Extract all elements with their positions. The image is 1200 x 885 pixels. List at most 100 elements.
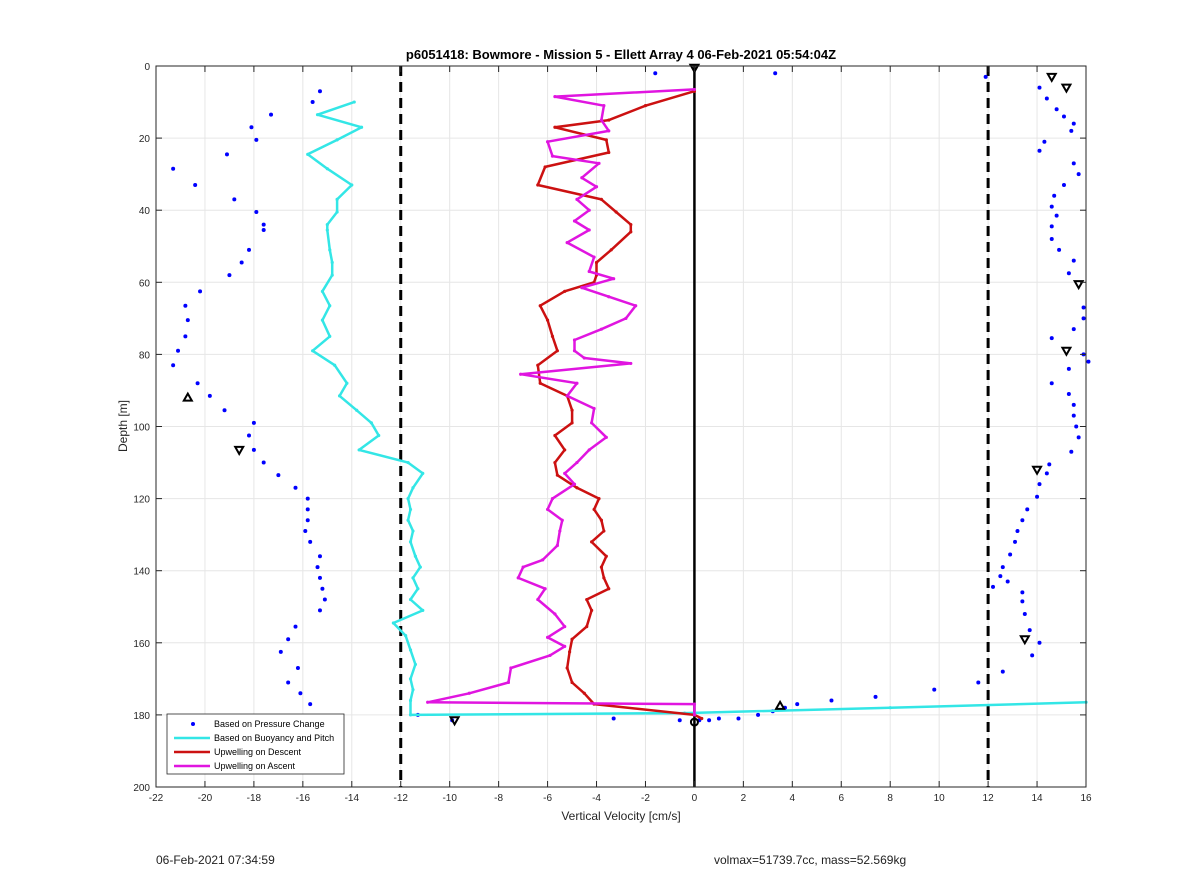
point-based-on-pressure-change	[1071, 258, 1076, 263]
point-based-on-buoyancy-and-pitch	[421, 608, 425, 612]
point-upwelling-on-descent	[592, 507, 596, 512]
x-tick-label: 8	[887, 793, 893, 804]
point-based-on-pressure-change	[317, 575, 322, 580]
point-based-on-pressure-change	[305, 496, 310, 501]
point-based-on-buoyancy-and-pitch	[315, 113, 320, 117]
series-line-upwelling-on-ascent	[426, 88, 696, 715]
point-upwelling-on-descent	[590, 540, 594, 544]
point-based-on-pressure-change	[1054, 213, 1059, 218]
point-based-on-pressure-change	[1015, 529, 1020, 534]
x-tick-label: -16	[296, 793, 311, 804]
point-based-on-pressure-change	[171, 363, 176, 368]
marker-triangle	[1072, 280, 1085, 291]
point-based-on-buoyancy-and-pitch	[306, 152, 310, 156]
point-based-on-pressure-change	[991, 584, 995, 589]
point-based-on-pressure-change	[1071, 121, 1076, 126]
point-based-on-pressure-change	[983, 74, 988, 79]
point-based-on-pressure-change	[1061, 182, 1066, 187]
point-based-on-pressure-change	[247, 247, 251, 252]
point-based-on-pressure-change	[829, 698, 834, 703]
point-based-on-pressure-change	[707, 718, 712, 723]
point-based-on-pressure-change	[1071, 327, 1076, 332]
point-based-on-pressure-change	[1074, 424, 1079, 429]
point-upwelling-on-ascent	[541, 558, 545, 562]
x-tick-label: -8	[494, 793, 503, 804]
point-upwelling-on-descent	[585, 624, 589, 629]
point-based-on-pressure-change	[716, 716, 721, 721]
point-based-on-buoyancy-and-pitch	[408, 597, 413, 602]
point-upwelling-on-ascent	[594, 185, 599, 189]
point-based-on-pressure-change	[185, 318, 190, 323]
point-based-on-pressure-change	[1076, 435, 1081, 440]
point-upwelling-on-ascent	[599, 327, 604, 331]
point-based-on-buoyancy-and-pitch	[406, 497, 410, 501]
point-based-on-pressure-change	[1013, 539, 1018, 544]
point-based-on-pressure-change	[1076, 172, 1081, 177]
point-upwelling-on-ascent	[692, 713, 697, 717]
point-upwelling-on-descent	[599, 518, 604, 522]
point-upwelling-on-ascent	[467, 691, 471, 695]
point-based-on-pressure-change	[305, 507, 310, 512]
point-upwelling-on-ascent	[553, 95, 557, 99]
y-tick-label: 100	[133, 423, 150, 434]
point-upwelling-on-descent	[585, 597, 589, 602]
point-upwelling-on-ascent	[575, 381, 579, 385]
y-tick-label: 20	[139, 134, 151, 145]
point-based-on-pressure-change	[303, 529, 308, 534]
x-tick-label: -6	[543, 793, 552, 804]
point-upwelling-on-descent	[629, 230, 633, 234]
point-upwelling-on-ascent	[563, 471, 567, 475]
point-based-on-pressure-change	[317, 608, 322, 613]
x-tick-label: 4	[790, 793, 796, 804]
point-based-on-pressure-change	[239, 260, 244, 265]
point-upwelling-on-ascent	[572, 219, 577, 223]
point-upwelling-on-descent	[700, 716, 704, 721]
point-based-on-pressure-change	[1037, 85, 1042, 90]
point-based-on-buoyancy-and-pitch	[335, 210, 339, 214]
point-based-on-pressure-change	[317, 554, 322, 559]
point-upwelling-on-ascent	[612, 277, 616, 281]
y-tick-label: 160	[133, 639, 150, 650]
point-upwelling-on-ascent	[575, 197, 579, 201]
point-based-on-pressure-change	[1049, 237, 1054, 242]
point-based-on-buoyancy-and-pitch	[408, 677, 413, 681]
point-based-on-buoyancy-and-pitch	[413, 554, 418, 558]
point-based-on-pressure-change	[286, 637, 291, 642]
point-based-on-pressure-change	[224, 152, 229, 157]
point-based-on-pressure-change	[1042, 139, 1047, 144]
point-upwelling-on-ascent	[602, 104, 606, 108]
point-based-on-buoyancy-and-pitch	[369, 421, 373, 425]
point-based-on-pressure-change	[293, 485, 298, 490]
series-layer	[171, 63, 1091, 727]
legend-label-based-on-pressure-change: Based on Pressure Change	[214, 719, 325, 729]
point-upwelling-on-descent	[563, 289, 567, 293]
chart-title: p6051418: Bowmore - Mission 5 - Ellett A…	[406, 47, 836, 62]
point-upwelling-on-descent	[536, 363, 540, 367]
point-based-on-pressure-change	[286, 680, 291, 685]
point-upwelling-on-descent	[614, 210, 618, 214]
point-upwelling-on-descent	[570, 680, 574, 685]
point-based-on-pressure-change	[1066, 366, 1071, 371]
point-based-on-pressure-change	[1066, 392, 1071, 397]
point-based-on-pressure-change	[1037, 148, 1042, 153]
point-upwelling-on-descent	[570, 637, 574, 641]
point-based-on-pressure-change	[1000, 565, 1005, 570]
point-based-on-buoyancy-and-pitch	[377, 433, 381, 438]
point-upwelling-on-descent	[538, 381, 542, 385]
point-based-on-pressure-change	[308, 702, 313, 707]
point-based-on-buoyancy-and-pitch	[413, 662, 418, 667]
point-based-on-pressure-change	[1071, 161, 1076, 166]
point-based-on-pressure-change	[295, 666, 300, 671]
point-upwelling-on-descent	[599, 197, 604, 201]
point-based-on-pressure-change	[677, 718, 682, 723]
point-upwelling-on-descent	[538, 304, 542, 308]
point-upwelling-on-ascent	[607, 295, 611, 299]
point-upwelling-on-descent	[607, 150, 611, 155]
point-based-on-pressure-change	[1086, 359, 1091, 364]
x-tick-label: 2	[741, 793, 747, 804]
point-based-on-pressure-change	[249, 125, 254, 130]
point-upwelling-on-ascent	[563, 644, 567, 649]
footer-timestamp: 06-Feb-2021 07:34:59	[156, 853, 275, 867]
point-based-on-pressure-change	[171, 166, 176, 171]
point-based-on-pressure-change	[317, 89, 322, 94]
